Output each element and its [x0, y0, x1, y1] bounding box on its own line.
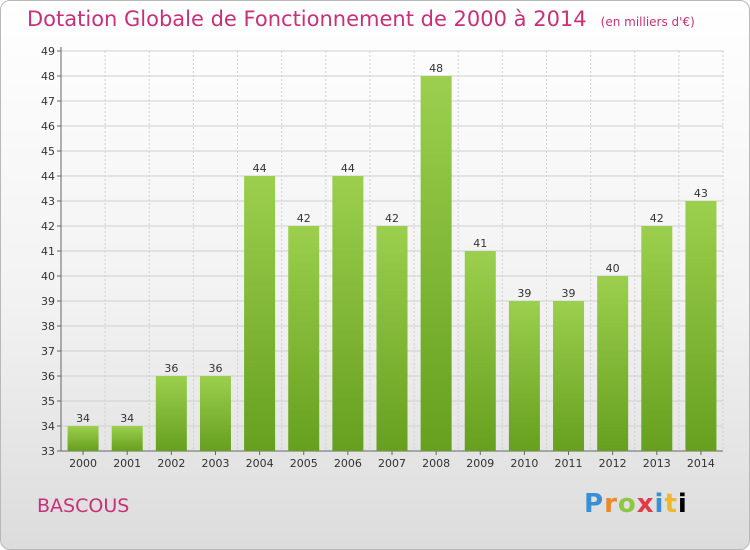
y-tick-label: 46 — [41, 120, 55, 133]
bar — [288, 226, 320, 451]
x-tick-label: 2014 — [687, 457, 715, 470]
bar — [376, 226, 408, 451]
data-label: 42 — [650, 212, 664, 225]
bar — [67, 426, 99, 451]
logo-letter: P — [584, 489, 605, 519]
data-label: 42 — [385, 212, 399, 225]
x-tick-label: 2004 — [246, 457, 274, 470]
x-tick-label: 2013 — [643, 457, 671, 470]
bar — [553, 301, 585, 451]
bar — [685, 201, 717, 451]
x-tick-label: 2006 — [334, 457, 362, 470]
x-tick-label: 2011 — [555, 457, 583, 470]
chart-title-text: Dotation Globale de Fonctionnement de 20… — [27, 7, 587, 31]
x-tick-label: 2000 — [69, 457, 97, 470]
logo-letter: i — [654, 489, 665, 519]
y-tick-label: 49 — [41, 45, 55, 58]
logo-letter: o — [617, 489, 637, 519]
bar — [332, 176, 364, 451]
bar — [597, 276, 629, 451]
y-tick-label: 42 — [41, 220, 55, 233]
x-tick-label: 2002 — [157, 457, 185, 470]
data-label: 40 — [606, 262, 620, 275]
bar — [244, 176, 276, 451]
logo-letter: t — [664, 489, 678, 519]
y-tick-label: 41 — [41, 245, 55, 258]
place-name: BASCOUS — [37, 495, 130, 517]
data-label: 43 — [694, 187, 708, 200]
y-tick-label: 34 — [41, 420, 55, 433]
data-label: 39 — [517, 287, 531, 300]
bar — [508, 301, 540, 451]
chart-title: Dotation Globale de Fonctionnement de 20… — [27, 7, 695, 31]
data-label: 42 — [297, 212, 311, 225]
x-tick-label: 2005 — [290, 457, 318, 470]
data-label: 44 — [253, 162, 267, 175]
data-label: 34 — [120, 412, 134, 425]
y-tick-label: 48 — [41, 70, 55, 83]
bar — [464, 251, 496, 451]
bar — [155, 376, 187, 451]
logo-letter: i — [677, 489, 688, 519]
logo-letter: x — [636, 489, 655, 519]
bar — [420, 76, 452, 451]
y-tick-label: 38 — [41, 320, 55, 333]
x-tick-label: 2010 — [510, 457, 538, 470]
y-tick-label: 35 — [41, 395, 55, 408]
y-tick-label: 37 — [41, 345, 55, 358]
x-tick-label: 2012 — [599, 457, 627, 470]
y-tick-label: 36 — [41, 370, 55, 383]
x-tick-label: 2001 — [113, 457, 141, 470]
y-tick-label: 39 — [41, 295, 55, 308]
data-label: 41 — [473, 237, 487, 250]
y-tick-label: 47 — [41, 95, 55, 108]
y-tick-label: 45 — [41, 145, 55, 158]
logo-letter: r — [604, 489, 618, 519]
data-label: 36 — [164, 362, 178, 375]
bar — [199, 376, 231, 451]
x-tick-label: 2009 — [466, 457, 494, 470]
y-tick-label: 40 — [41, 270, 55, 283]
y-tick-label: 33 — [41, 445, 55, 458]
x-tick-label: 2008 — [422, 457, 450, 470]
data-label: 36 — [208, 362, 222, 375]
chart-unit: (en milliers d'€) — [600, 15, 695, 29]
y-tick-label: 43 — [41, 195, 55, 208]
data-label: 34 — [76, 412, 90, 425]
x-tick-label: 2003 — [201, 457, 229, 470]
data-label: 39 — [562, 287, 576, 300]
y-tick-label: 44 — [41, 170, 55, 183]
bar — [641, 226, 673, 451]
data-label: 48 — [429, 62, 443, 75]
proxiti-logo[interactable]: Proxiti — [584, 489, 688, 519]
data-label: 44 — [341, 162, 355, 175]
x-tick-label: 2007 — [378, 457, 406, 470]
bar — [111, 426, 143, 451]
